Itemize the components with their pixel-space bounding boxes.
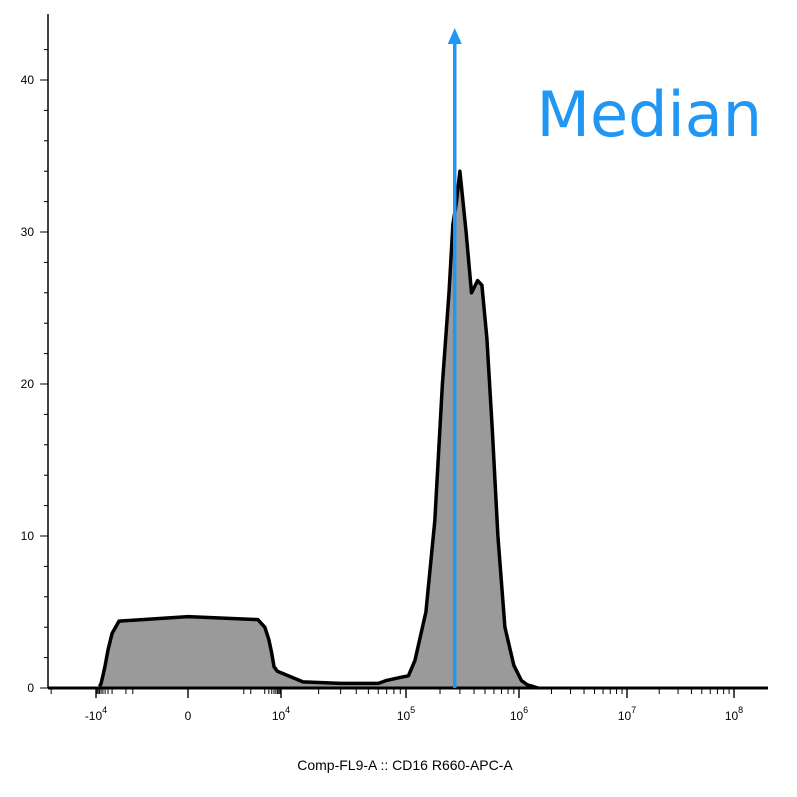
x-axis-title: Comp-FL9-A :: CD16 R660-APC-A bbox=[297, 757, 513, 773]
x-axis-ticks: -104 0 104 105 106 107 108 bbox=[50, 688, 743, 723]
x-tick-label: -104 bbox=[85, 705, 107, 723]
x-tick-label: 106 bbox=[510, 705, 528, 723]
x-tick-label: 105 bbox=[397, 705, 415, 723]
median-marker: Median bbox=[447, 28, 762, 688]
histogram-outline-0 bbox=[98, 169, 539, 690]
histogram-series bbox=[48, 169, 768, 690]
y-tick-label: 0 bbox=[27, 681, 34, 695]
x-tick-label: 107 bbox=[618, 705, 636, 723]
y-axis-ticks: 0 10 20 30 40 bbox=[21, 49, 48, 695]
median-arrow-head bbox=[447, 28, 462, 44]
y-tick-label: 40 bbox=[21, 73, 35, 87]
y-tick-label: 20 bbox=[21, 377, 35, 391]
y-tick-label: 10 bbox=[21, 529, 35, 543]
histogram-area-0 bbox=[99, 171, 538, 688]
y-tick-label: 30 bbox=[21, 225, 35, 239]
x-tick-label: 108 bbox=[725, 705, 743, 723]
median-label: Median bbox=[536, 78, 762, 151]
x-tick-label: 104 bbox=[272, 705, 290, 723]
x-tick-label: 0 bbox=[185, 709, 192, 723]
